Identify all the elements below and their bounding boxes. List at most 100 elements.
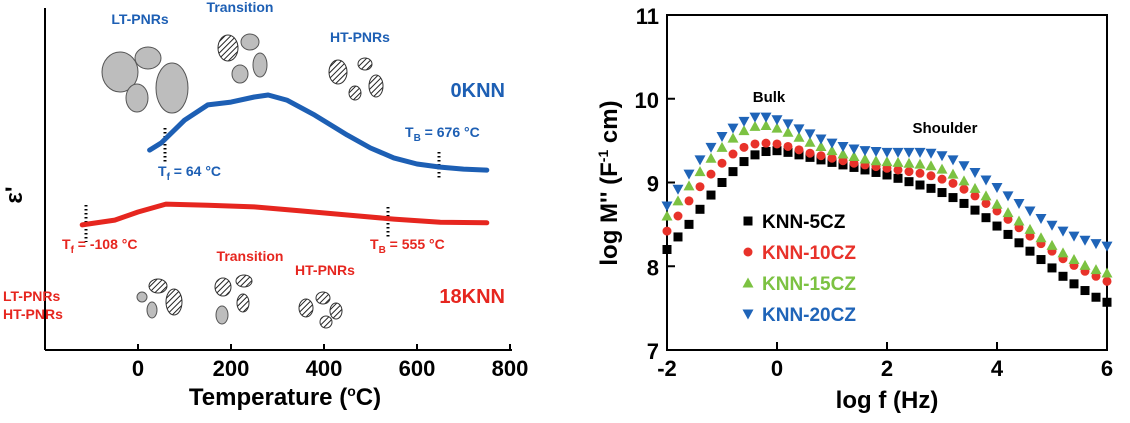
point bbox=[1101, 267, 1113, 278]
point bbox=[958, 161, 970, 172]
point bbox=[771, 122, 783, 133]
point bbox=[980, 175, 992, 186]
point bbox=[871, 167, 881, 177]
annotation: T bbox=[370, 236, 379, 252]
point bbox=[892, 147, 904, 158]
point bbox=[661, 210, 673, 221]
point bbox=[760, 112, 772, 123]
x-tick-label: 0 bbox=[132, 356, 144, 381]
point bbox=[827, 153, 837, 163]
point bbox=[772, 139, 782, 149]
series-label: 0KNN bbox=[451, 80, 505, 102]
point bbox=[672, 184, 684, 195]
annotation: T bbox=[158, 163, 167, 179]
point bbox=[936, 151, 948, 162]
point bbox=[882, 170, 892, 180]
y-tick-label: 11 bbox=[636, 4, 659, 29]
point bbox=[1046, 220, 1058, 231]
point bbox=[793, 124, 805, 135]
x-axis-label: C) bbox=[356, 384, 381, 411]
point bbox=[859, 153, 871, 164]
point bbox=[661, 201, 673, 212]
point bbox=[716, 141, 728, 152]
point bbox=[728, 167, 738, 177]
point bbox=[706, 169, 716, 179]
legend-label: KNN-15CZ bbox=[762, 274, 856, 295]
annotation: f bbox=[167, 172, 171, 183]
point bbox=[1047, 263, 1057, 273]
point bbox=[958, 175, 970, 186]
point bbox=[749, 112, 761, 123]
point bbox=[914, 158, 926, 169]
annotation: = 555 °C bbox=[386, 236, 445, 252]
x-tick-label: 0 bbox=[771, 356, 783, 381]
point bbox=[739, 142, 749, 152]
annotation: Transition bbox=[217, 248, 284, 264]
point bbox=[1058, 271, 1068, 281]
annotation: T bbox=[62, 236, 71, 252]
x-axis-label: log f (Hz) bbox=[836, 387, 939, 414]
legend-marker bbox=[742, 277, 754, 288]
point bbox=[749, 120, 761, 131]
point bbox=[1046, 239, 1058, 250]
legend-marker bbox=[743, 247, 753, 257]
annotation: B bbox=[379, 245, 386, 256]
point bbox=[926, 183, 936, 193]
point bbox=[772, 146, 782, 156]
x-tick-label: -2 bbox=[657, 356, 677, 381]
annotation: = 676 °C bbox=[421, 124, 480, 140]
point bbox=[881, 147, 893, 158]
point bbox=[695, 182, 705, 192]
point bbox=[1068, 254, 1080, 265]
annotation: HT-PNRs bbox=[3, 306, 63, 322]
point bbox=[1024, 206, 1036, 217]
point bbox=[970, 191, 980, 201]
point bbox=[761, 147, 771, 157]
point bbox=[848, 144, 860, 155]
point bbox=[673, 211, 683, 221]
point bbox=[969, 182, 981, 193]
y-axis-label: -1 bbox=[595, 150, 611, 163]
point bbox=[1035, 214, 1047, 225]
point bbox=[870, 147, 882, 158]
point bbox=[947, 168, 959, 179]
point bbox=[848, 151, 860, 162]
point bbox=[783, 147, 793, 157]
point bbox=[1090, 239, 1102, 250]
point bbox=[728, 149, 738, 159]
point bbox=[837, 141, 849, 152]
annotation: = -108 °C bbox=[74, 236, 138, 252]
point bbox=[992, 221, 1002, 231]
point bbox=[705, 142, 717, 153]
annotation: Transition bbox=[217, 248, 284, 264]
x-axis-label: o bbox=[347, 383, 356, 399]
x-tick-label: 800 bbox=[492, 356, 529, 381]
icons bbox=[101, 33, 384, 329]
y-axis-label: log M'' (F bbox=[596, 162, 623, 265]
point bbox=[860, 165, 870, 175]
point bbox=[738, 116, 750, 127]
point bbox=[750, 150, 760, 160]
point bbox=[1090, 264, 1102, 275]
point bbox=[980, 190, 992, 201]
point bbox=[717, 178, 727, 187]
legend-label: KNN-20CZ bbox=[762, 305, 856, 326]
point bbox=[1002, 191, 1014, 202]
y-tick-label: 7 bbox=[647, 339, 659, 364]
point bbox=[981, 198, 991, 208]
point bbox=[805, 148, 815, 158]
y-tick-label: 9 bbox=[647, 172, 659, 197]
point bbox=[981, 213, 991, 223]
annotation: Shoulder bbox=[912, 120, 977, 137]
point bbox=[815, 140, 827, 151]
point bbox=[783, 141, 793, 151]
annotation: TB = 676 °C bbox=[405, 124, 480, 144]
point bbox=[915, 180, 925, 190]
point bbox=[948, 193, 958, 203]
point bbox=[826, 145, 838, 156]
point bbox=[926, 171, 936, 181]
point bbox=[837, 148, 849, 159]
y-tick-label: 10 bbox=[635, 88, 659, 113]
annotation: Tf = -108 °C bbox=[62, 236, 137, 256]
